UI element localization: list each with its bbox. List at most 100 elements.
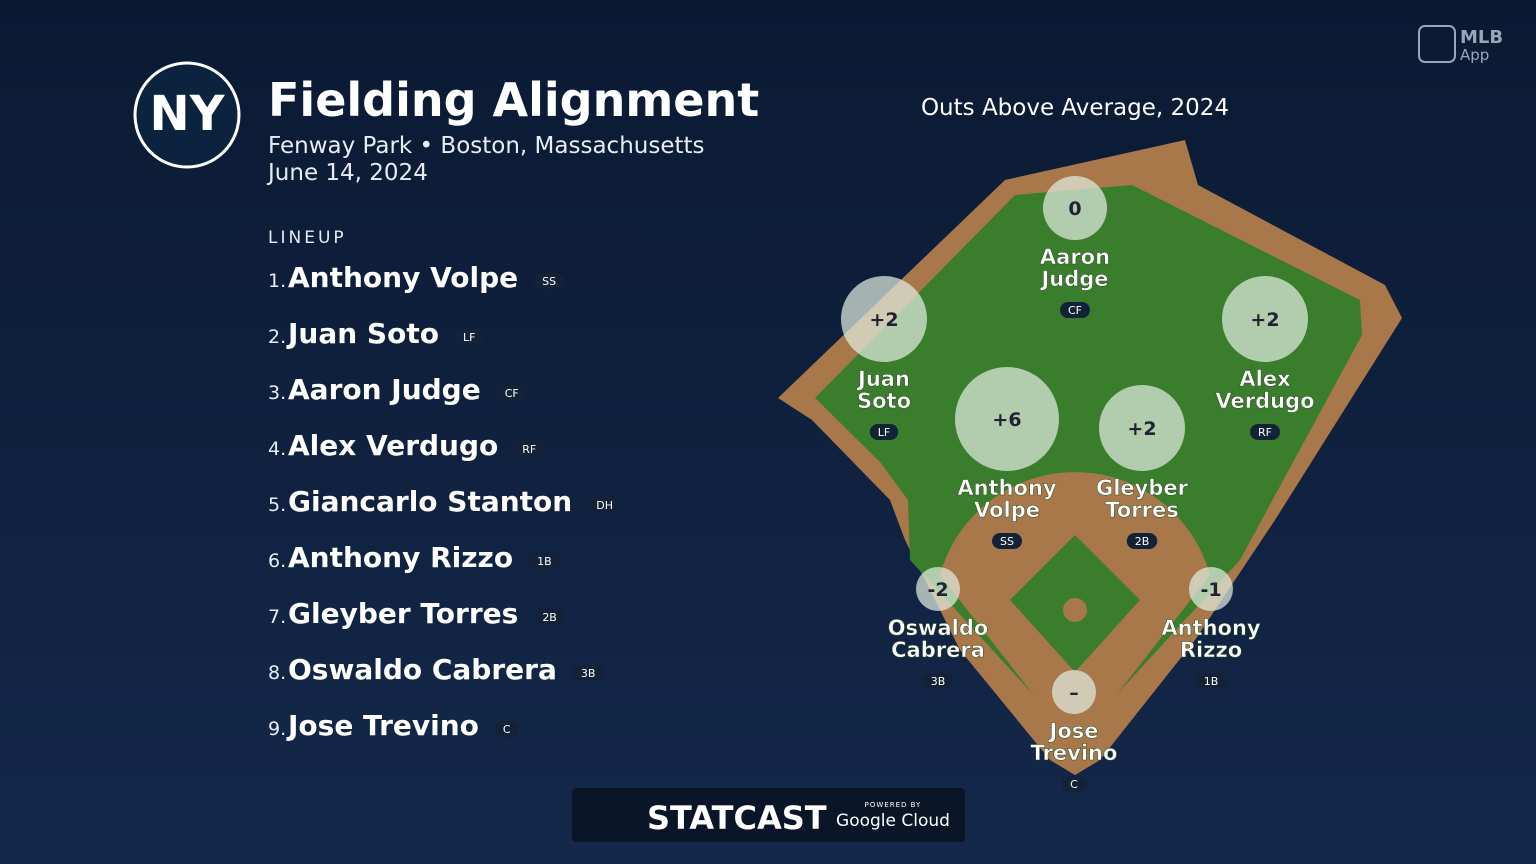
lineup-order: 2. [268,326,286,348]
position-badge-bg [494,721,519,737]
position-badge-bg [1062,776,1086,792]
lineup-order: 3. [268,382,286,404]
app-icon [1418,25,1456,63]
lineup-name: Juan Soto [286,317,439,350]
app-brand: MLB [1460,27,1503,48]
oaa-circle [916,567,960,611]
lineup-order: 6. [268,550,286,572]
lineup-name: Aaron Judge [288,373,481,406]
position-badge: 3B [581,667,596,680]
oaa-circle [1052,670,1096,714]
oaa-value: -1 [1200,579,1221,601]
oaa-circle [955,367,1059,471]
position-name: Aaron [1040,245,1110,269]
position-badge-bg [1059,302,1091,318]
oaa-value: +2 [869,309,898,331]
position-name: Gleyber [1096,476,1189,500]
oaa-circle [1043,176,1107,240]
position-badge: 1B [537,555,552,568]
oaa-circle [1189,567,1233,611]
position-badge: C [503,723,511,736]
position-badge-bg [922,673,954,689]
oaa-value: – [1069,682,1079,704]
position-name: Juan [856,367,910,391]
oaa-value: 0 [1068,198,1081,220]
lineup-name: Gleyber Torres [288,597,518,630]
lineup-name: Giancarlo Stanton [288,485,572,518]
position-name: Volpe [974,498,1040,522]
app-product: App [1460,46,1489,64]
lineup-name: Anthony Volpe [288,261,518,294]
position-name: Cabrera [891,638,985,662]
position-badge: RF [1258,426,1272,439]
lineup-order: 1. [268,270,286,292]
lineup-order: 5. [268,494,286,516]
lineup-name: Alex Verdugo [288,429,498,462]
oaa-value: +2 [1250,309,1279,331]
position-badge: DH [596,499,613,512]
position-badge-bg [1195,673,1227,689]
position-badge-bg [1250,424,1280,440]
position-name: Verdugo [1215,389,1314,413]
footer-box [572,788,965,842]
lineup-name: Oswaldo Cabrera [288,653,557,686]
lineup-name: Jose Trevino [286,709,479,742]
lineup: 1. Anthony Volpe SS 2. Juan Soto LF 3. Aaron Ju… [268,261,621,742]
position-badge: 1B [1204,675,1219,688]
position-badge-bg [1126,533,1158,549]
position-badge: SS [1000,535,1014,548]
oaa-circle [1222,276,1308,362]
oaa-circle [841,276,927,362]
lineup-name: Anthony Rizzo [288,541,513,574]
mound [1063,598,1087,622]
footer-brand: STATCAST [647,799,827,837]
team-logo: NY [150,86,226,142]
position-name: Jose [1048,719,1099,743]
position-badge-bg [534,609,565,625]
position-name: Rizzo [1180,638,1242,662]
position-badge: 2B [542,611,557,624]
position-badge: LF [463,331,475,344]
position-badge-bg [496,385,527,401]
footer-partner: Google Cloud [836,811,950,831]
position-badge: 3B [931,675,946,688]
team-logo-circle [133,61,241,169]
position-badge-bg [572,665,604,681]
position-badge-bg [529,553,560,569]
position-badge: SS [542,275,556,288]
position-name: Anthony [957,476,1057,500]
position-badge: CF [1068,304,1082,317]
position-badge-bg [454,329,484,345]
position-badge-bg [588,497,621,513]
position-name: Trevino [1031,741,1118,765]
position-badge: C [1070,778,1078,791]
title: Fielding Alignment [268,73,759,127]
footer-powered: POWERED BY [865,801,922,809]
lineup-order: 9. [268,718,286,740]
position-badge-bg [534,273,565,289]
position-name: Oswaldo [888,616,989,640]
lineup-order: 7. [268,606,286,628]
position-badge: 2B [1135,535,1150,548]
lineup-order: 8. [268,662,286,684]
position-name: Anthony [1161,616,1261,640]
position-badge: CF [505,387,519,400]
lineup-order: 4. [268,438,286,460]
position-badge-bg [992,533,1022,549]
position-name: Judge [1039,267,1108,291]
lineup-heading: LINEUP [268,228,347,248]
oaa-value: +2 [1127,418,1156,440]
subtitle: Fenway Park • Boston, Massachusetts [268,133,705,159]
position-name: Torres [1105,498,1178,522]
oaa-value: -2 [927,579,948,601]
oaa-circle [1099,385,1185,471]
oaa-value: +6 [992,409,1021,431]
position-badge: LF [878,426,890,439]
position-name: Soto [857,389,911,413]
position-badge: RF [522,443,536,456]
position-name: Alex [1239,367,1291,391]
position-badge-bg [514,441,545,457]
